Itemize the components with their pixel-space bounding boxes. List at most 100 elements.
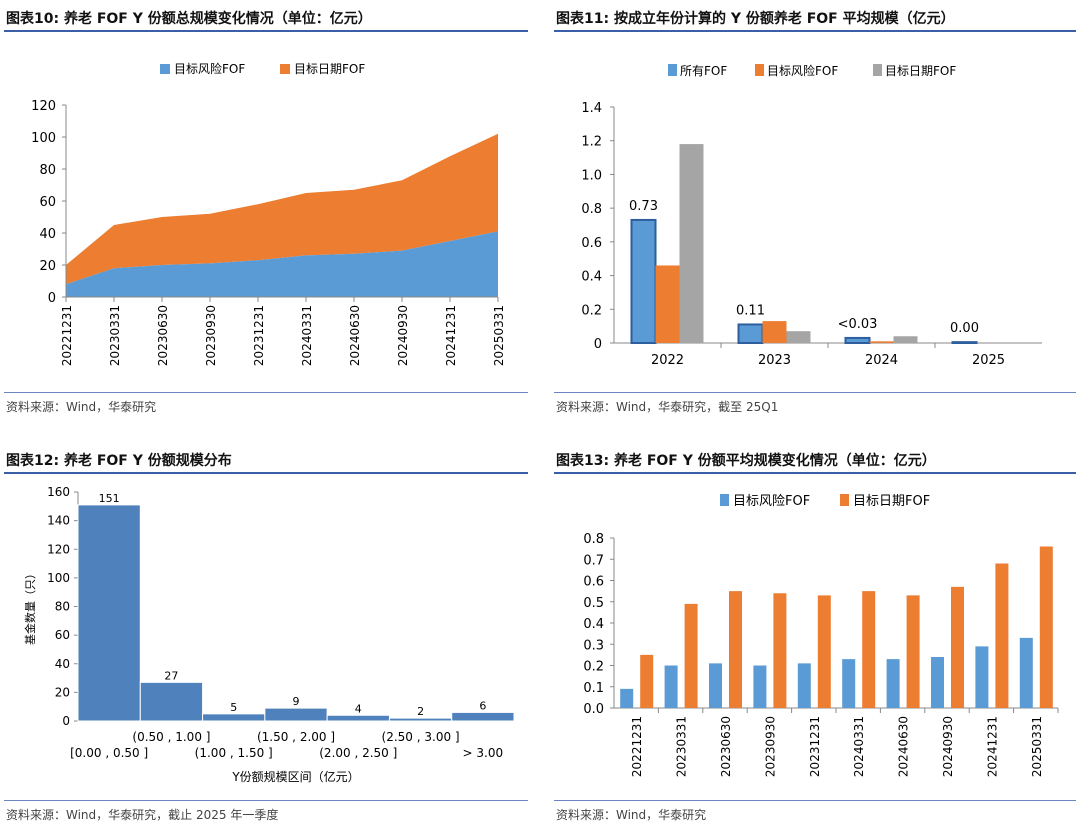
y-tick-label: 60 bbox=[39, 195, 56, 210]
chart10-title: 图表10: 养老 FOF Y 份额总规模变化情况（单位：亿元） bbox=[6, 11, 372, 27]
bar-目标风险FOF-2022 bbox=[655, 265, 680, 343]
chart11-title-rule bbox=[554, 30, 1076, 32]
legend-swatch-2 bbox=[873, 64, 882, 76]
legend-label-0: 所有FOF bbox=[680, 64, 727, 78]
x-tick-label: 20240630 bbox=[897, 716, 911, 777]
legend-label-2: 目标日期FOF bbox=[885, 64, 956, 78]
x-tick-label: 20241231 bbox=[444, 305, 458, 366]
x-tick-label: 20240930 bbox=[396, 305, 410, 366]
x-tick-label: 20230630 bbox=[719, 716, 733, 777]
x-tick-label: 20241231 bbox=[985, 716, 999, 777]
chart13-title-rule bbox=[554, 472, 1076, 474]
bar-目标风险FOF-20221231 bbox=[620, 688, 634, 708]
data-label: 0.73 bbox=[629, 199, 658, 214]
x-tick-label: 20231231 bbox=[808, 716, 822, 777]
y-tick-label: 120 bbox=[47, 542, 70, 556]
legend-label-0: 目标风险FOF bbox=[174, 61, 245, 76]
y-tick-label: 0.2 bbox=[581, 303, 602, 318]
bar-目标日期FOF-2022 bbox=[679, 144, 704, 343]
bar-目标日期FOF-20230630 bbox=[729, 591, 742, 708]
legend-swatch-0 bbox=[160, 64, 170, 74]
data-label: 0.11 bbox=[736, 303, 765, 318]
y-tick-label: 0.4 bbox=[581, 270, 602, 285]
y-tick-label: 0.6 bbox=[581, 236, 602, 251]
histogram-bar-2 bbox=[202, 713, 266, 722]
x-tick-label: [0.00 , 0.50 ] bbox=[70, 746, 148, 760]
x-tick-label: 20240331 bbox=[852, 716, 866, 777]
x-tick-label: 2024 bbox=[865, 353, 898, 368]
y-tick-label: 0 bbox=[594, 337, 602, 352]
x-tick-label: (1.50 , 2.00 ] bbox=[257, 730, 335, 744]
y-tick-label: 0.3 bbox=[583, 638, 604, 653]
y-tick-label: 80 bbox=[55, 600, 70, 614]
legend-swatch-1 bbox=[280, 64, 290, 74]
chart12-source-rule bbox=[4, 800, 528, 801]
bar-目标日期FOF-20221231 bbox=[640, 654, 654, 708]
bar-目标日期FOF-20231231 bbox=[817, 595, 831, 708]
y-tick-label: 20 bbox=[55, 685, 70, 699]
chart11-source: 资料来源：Wind，华泰研究，截至 25Q1 bbox=[556, 400, 779, 414]
y-tick-label: 1.4 bbox=[581, 101, 602, 116]
chart13-source-rule bbox=[554, 800, 1076, 801]
y-tick-label: 40 bbox=[39, 227, 56, 242]
x-tick-label: (1.00 , 1.50 ] bbox=[195, 746, 273, 760]
bar-目标日期FOF-2024 bbox=[893, 336, 918, 343]
legend-swatch-1 bbox=[755, 64, 764, 76]
chart10-source: 资料来源：Wind，华泰研究 bbox=[6, 400, 157, 414]
x-tick-label: (2.00 , 2.50 ] bbox=[319, 746, 397, 760]
bar-value-label: 5 bbox=[230, 701, 237, 714]
x-tick-label: 20250331 bbox=[492, 305, 506, 366]
bar-目标风险FOF-20240331 bbox=[842, 659, 856, 708]
x-tick-label: 20230331 bbox=[108, 305, 122, 366]
x-tick-label: (0.50 , 1.00 ] bbox=[132, 730, 210, 744]
area-series-target-date bbox=[66, 133, 498, 285]
x-tick-label: 20230331 bbox=[675, 716, 689, 777]
y-tick-label: 160 bbox=[47, 485, 70, 499]
x-tick-label: 2025 bbox=[972, 353, 1005, 368]
y-tick-label: 0.7 bbox=[583, 553, 604, 568]
bar-目标风险FOF-20250331 bbox=[1019, 637, 1033, 708]
bar-目标风险FOF-20240930 bbox=[931, 657, 944, 708]
chart12-source: 资料来源：Wind，华泰研究，截止 2025 年一季度 bbox=[6, 808, 279, 822]
y-tick-label: 0.4 bbox=[583, 617, 604, 632]
bar-value-label: 27 bbox=[164, 669, 178, 682]
chart10-title-rule bbox=[4, 30, 528, 32]
bar-value-label: 4 bbox=[355, 702, 362, 715]
legend-label-1: 目标日期FOF bbox=[294, 62, 365, 76]
bar-目标日期FOF-20250331 bbox=[1039, 546, 1053, 708]
bar-目标日期FOF-20240930 bbox=[951, 586, 964, 708]
bar-所有FOF-2025 bbox=[951, 341, 978, 344]
chart10-source-rule bbox=[4, 392, 528, 393]
chart11-title: 图表11: 按成立年份计算的 Y 份额养老 FOF 平均规模（亿元） bbox=[556, 11, 955, 27]
y-tick-label: 1.2 bbox=[581, 135, 602, 150]
y-tick-label: 40 bbox=[55, 657, 70, 671]
y-tick-label: 0.6 bbox=[583, 575, 604, 590]
y-tick-label: 0.0 bbox=[583, 702, 604, 717]
bar-目标日期FOF-20240331 bbox=[862, 591, 876, 708]
x-tick-label: > 3.00 bbox=[463, 746, 504, 760]
x-tick-label: 20230930 bbox=[204, 305, 218, 366]
bar-value-label: 9 bbox=[293, 695, 300, 708]
bar-目标风险FOF-20241231 bbox=[975, 646, 989, 708]
x-tick-label: 20221231 bbox=[60, 305, 74, 366]
x-tick-label: 2023 bbox=[758, 353, 791, 368]
y-tick-label: 0.1 bbox=[583, 681, 604, 696]
bar-所有FOF-2022 bbox=[630, 218, 657, 344]
bar-value-label: 2 bbox=[417, 705, 424, 718]
y-tick-label: 100 bbox=[47, 571, 70, 585]
legend-swatch-0 bbox=[720, 494, 729, 506]
bar-目标日期FOF-20241231 bbox=[995, 563, 1009, 708]
x-axis-title: Y份额规模区间（亿元） bbox=[231, 769, 359, 784]
histogram-bar-1 bbox=[139, 681, 204, 722]
y-tick-label: 120 bbox=[31, 99, 56, 114]
legend-label-0: 目标风险FOF bbox=[733, 494, 810, 509]
x-tick-label: 20240331 bbox=[300, 305, 314, 366]
histogram-bar-3 bbox=[264, 707, 328, 722]
chart12-histogram: 0 20 40 60 80 100 120 140 160 151 [0.00 , 0.50 ] 27… bbox=[23, 485, 515, 784]
bar-value-label: 6 bbox=[479, 699, 486, 712]
histogram-bar-4 bbox=[326, 714, 390, 722]
y-tick-label: 0 bbox=[48, 291, 56, 306]
bar-目标日期FOF-20230331 bbox=[684, 603, 698, 708]
area-series-target-risk bbox=[66, 231, 498, 297]
bar-value-label: 151 bbox=[99, 492, 120, 505]
